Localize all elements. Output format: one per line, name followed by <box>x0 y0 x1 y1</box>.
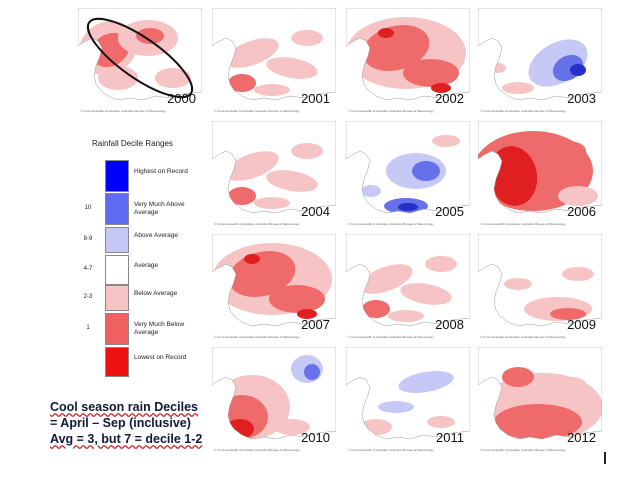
legend-swatch <box>105 193 129 225</box>
caption: Cool season rain Deciles = April – Sep (… <box>50 399 202 447</box>
rainfall-map-2011: 2011 © Commonwealth of Australia, Austral… <box>346 347 470 453</box>
map-year-label: 2011 <box>436 430 464 445</box>
map-graphic <box>478 8 602 114</box>
map-graphic <box>478 234 602 340</box>
rainfall-map-2010: 2010 © Commonwealth of Australia, Austral… <box>212 347 336 453</box>
legend-decile: 4-7 <box>83 266 93 272</box>
slide-edge-marker <box>604 452 606 464</box>
rainfall-decile-legend: Rainfall Decile Ranges Highest on Record… <box>78 135 202 385</box>
map-year-label: 2012 <box>567 430 596 445</box>
map-graphic <box>346 347 470 453</box>
legend-decile: 10 <box>84 205 92 211</box>
map-graphic <box>478 347 602 453</box>
map-footer: © Commonwealth of Australia, Australian … <box>80 109 166 113</box>
map-year-label: 2004 <box>301 204 330 219</box>
legend-decile: 1 <box>86 325 90 331</box>
map-footer: © Commonwealth of Australia, Australian … <box>348 222 434 226</box>
rainfall-map-2005: 2005 © Commonwealth of Australia, Austral… <box>346 121 470 227</box>
rainfall-map-2000: 2000 © Commonwealth of Australia, Austral… <box>78 8 202 114</box>
rainfall-map-2001: 2001 © Commonwealth of Australia, Austral… <box>212 8 336 114</box>
legend-swatch <box>105 347 129 377</box>
caption-line-1: Cool season rain Deciles <box>50 400 198 414</box>
map-graphic <box>212 234 336 340</box>
map-year-label: 2003 <box>567 91 596 106</box>
map-year-label: 2000 <box>167 91 196 106</box>
rainfall-map-2003: 2003 © Commonwealth of Australia, Austral… <box>478 8 602 114</box>
legend-swatch <box>105 285 129 311</box>
legend-swatch <box>105 255 129 285</box>
legend-swatch <box>105 227 129 253</box>
rainfall-map-2012: 2012 © Commonwealth of Australia, Austral… <box>478 347 602 453</box>
map-footer: © Commonwealth of Australia, Australian … <box>348 448 434 452</box>
highlight-ellipse <box>86 17 194 99</box>
legend-title: Rainfall Decile Ranges <box>92 139 173 148</box>
map-footer: © Commonwealth of Australia, Australian … <box>214 109 300 113</box>
map-graphic <box>212 8 336 114</box>
legend-label: Average <box>134 262 159 269</box>
map-footer: © Commonwealth of Australia, Australian … <box>214 335 300 339</box>
map-graphic <box>78 8 202 114</box>
legend-decile: 2-3 <box>83 294 93 300</box>
rainfall-map-2006: 2006 © Commonwealth of Australia, Austral… <box>478 121 602 227</box>
legend-decile: 8-9 <box>83 236 93 242</box>
rainfall-map-2004: 2004 © Commonwealth of Australia, Austral… <box>212 121 336 227</box>
map-footer: © Commonwealth of Australia, Australian … <box>348 335 434 339</box>
legend-swatch <box>105 160 129 192</box>
map-year-label: 2002 <box>435 91 464 106</box>
map-graphic <box>212 347 336 453</box>
map-graphic <box>346 234 470 340</box>
map-year-label: 2001 <box>301 91 330 106</box>
rainfall-map-2009: 2009 © Commonwealth of Australia, Austral… <box>478 234 602 340</box>
rainfall-map-2007: 2007 © Commonwealth of Australia, Austral… <box>212 234 336 340</box>
map-year-label: 2005 <box>435 204 464 219</box>
map-footer: © Commonwealth of Australia, Australian … <box>348 109 434 113</box>
map-footer: © Commonwealth of Australia, Australian … <box>480 335 566 339</box>
map-year-label: 2010 <box>301 430 330 445</box>
map-graphic <box>478 121 602 227</box>
map-footer: © Commonwealth of Australia, Australian … <box>214 222 300 226</box>
map-footer: © Commonwealth of Australia, Australian … <box>480 222 566 226</box>
map-footer: © Commonwealth of Australia, Australian … <box>480 109 566 113</box>
legend-label: Very Much Above Average <box>134 201 185 216</box>
legend-label: Below Average <box>134 290 178 297</box>
legend-label: Very Much Below Average <box>134 321 185 336</box>
legend-label: Highest on Record <box>134 168 188 175</box>
legend-label: Lowest on Record <box>134 354 187 361</box>
map-year-label: 2008 <box>435 317 464 332</box>
legend-label: Above Average <box>134 232 178 239</box>
legend-swatch <box>105 313 129 345</box>
map-footer: © Commonwealth of Australia, Australian … <box>214 448 300 452</box>
map-year-label: 2007 <box>301 317 330 332</box>
rainfall-map-2008: 2008 © Commonwealth of Australia, Austral… <box>346 234 470 340</box>
map-graphic <box>346 8 470 114</box>
map-graphic <box>346 121 470 227</box>
map-graphic <box>212 121 336 227</box>
caption-line-3: Avg = 3, but 7 = decile 1-2 <box>50 432 203 446</box>
map-year-label: 2009 <box>567 317 596 332</box>
caption-line-2: = April – Sep (inclusive) <box>50 416 191 430</box>
rainfall-map-2002: 2002 © Commonwealth of Australia, Austral… <box>346 8 470 114</box>
map-year-label: 2006 <box>567 204 596 219</box>
map-footer: © Commonwealth of Australia, Australian … <box>480 448 566 452</box>
